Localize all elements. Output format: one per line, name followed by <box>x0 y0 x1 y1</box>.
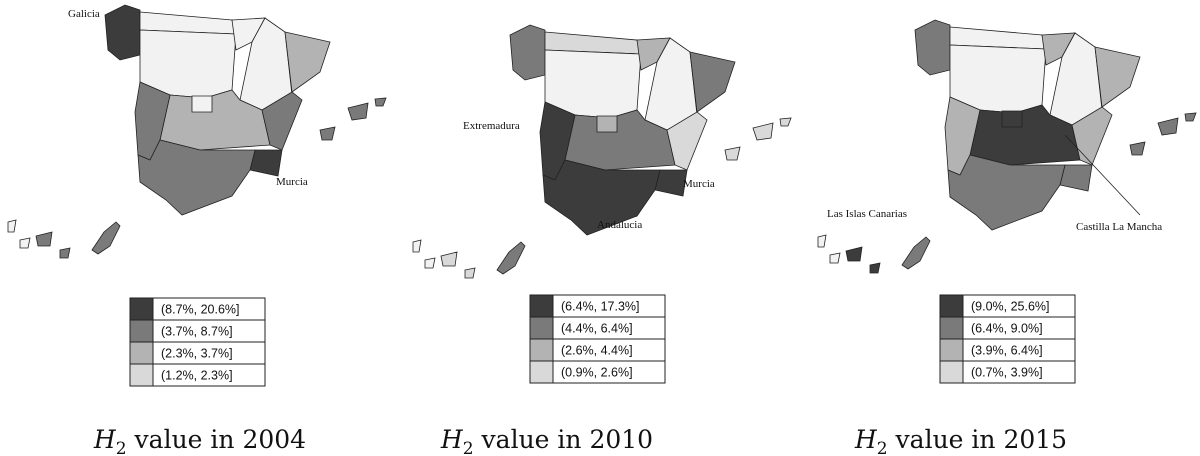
legend-swatch <box>129 319 154 343</box>
caption-subscript: 2 <box>116 439 127 456</box>
caption: H2 value in 2010 <box>440 425 653 456</box>
legend-swatch <box>129 363 154 387</box>
map-2015 <box>817 19 1197 274</box>
region-label: Murcia <box>683 178 715 190</box>
legend-swatch <box>939 338 964 362</box>
legend-swatch <box>129 297 154 321</box>
legend-label: (6.4%, 9.0%] <box>971 321 1043 335</box>
annotations: Galicia Murcia (8.7%, 20.6%] (3.7%, 8.7%] (2… <box>68 8 1162 456</box>
legend-label: (1.2%, 2.3%] <box>161 368 233 382</box>
legend-cell <box>962 360 1076 384</box>
region-label: Castilla La Mancha <box>1076 221 1162 233</box>
caption-text: value in 2010 <box>481 425 654 454</box>
leader-line <box>1064 134 1141 216</box>
map-2010 <box>412 24 792 279</box>
legend-swatch <box>129 341 154 365</box>
caption-subscript: 2 <box>877 439 888 456</box>
region-label: Galicia <box>68 8 100 20</box>
legend-label: (9.0%, 25.6%] <box>971 299 1050 313</box>
region-label: Las Islas Canarias <box>827 208 907 220</box>
legend-label: (0.7%, 3.9%] <box>971 365 1043 379</box>
legend-label: (2.3%, 3.7%] <box>161 346 233 360</box>
legend-swatch <box>939 316 964 340</box>
legend-swatch <box>529 338 554 362</box>
legend: (9.0%, 25.6%] (6.4%, 9.0%] (3.9%, 6.4%] (0.… <box>939 294 1076 384</box>
legend-swatch <box>939 360 964 384</box>
legend-swatch <box>529 360 554 384</box>
legend-cell <box>152 363 266 387</box>
legend-swatch <box>529 294 554 318</box>
legend-label: (3.7%, 8.7%] <box>161 324 233 338</box>
caption-symbol: H <box>440 425 464 454</box>
region-label: Andalucia <box>597 219 642 231</box>
legend: (8.7%, 20.6%] (3.7%, 8.7%] (2.3%, 3.7%] (1.… <box>129 297 266 387</box>
legend-swatch <box>939 294 964 318</box>
legend-cell <box>552 360 666 384</box>
caption-text: value in 2004 <box>134 425 307 454</box>
caption-symbol: H <box>854 425 878 454</box>
region-label: Extremadura <box>463 120 520 132</box>
caption-symbol: H <box>93 425 117 454</box>
legend-label: (2.6%, 4.4%] <box>561 343 633 357</box>
legend-label: (6.4%, 17.3%] <box>561 299 640 313</box>
legend-label: (3.9%, 6.4%] <box>971 343 1043 357</box>
caption-text: value in 2015 <box>895 425 1068 454</box>
legend: (6.4%, 17.3%] (4.4%, 6.4%] (2.6%, 4.4%] (0.… <box>529 294 666 384</box>
caption-subscript: 2 <box>463 439 474 456</box>
map-2004 <box>7 4 387 259</box>
caption: H2 value in 2004 <box>93 425 306 456</box>
region-label: Murcia <box>276 176 308 188</box>
legend-label: (4.4%, 6.4%] <box>561 321 633 335</box>
legend-label: (0.9%, 2.6%] <box>561 365 633 379</box>
legend-label: (8.7%, 20.6%] <box>161 302 240 316</box>
legend-swatch <box>529 316 554 340</box>
caption: H2 value in 2015 <box>854 425 1067 456</box>
